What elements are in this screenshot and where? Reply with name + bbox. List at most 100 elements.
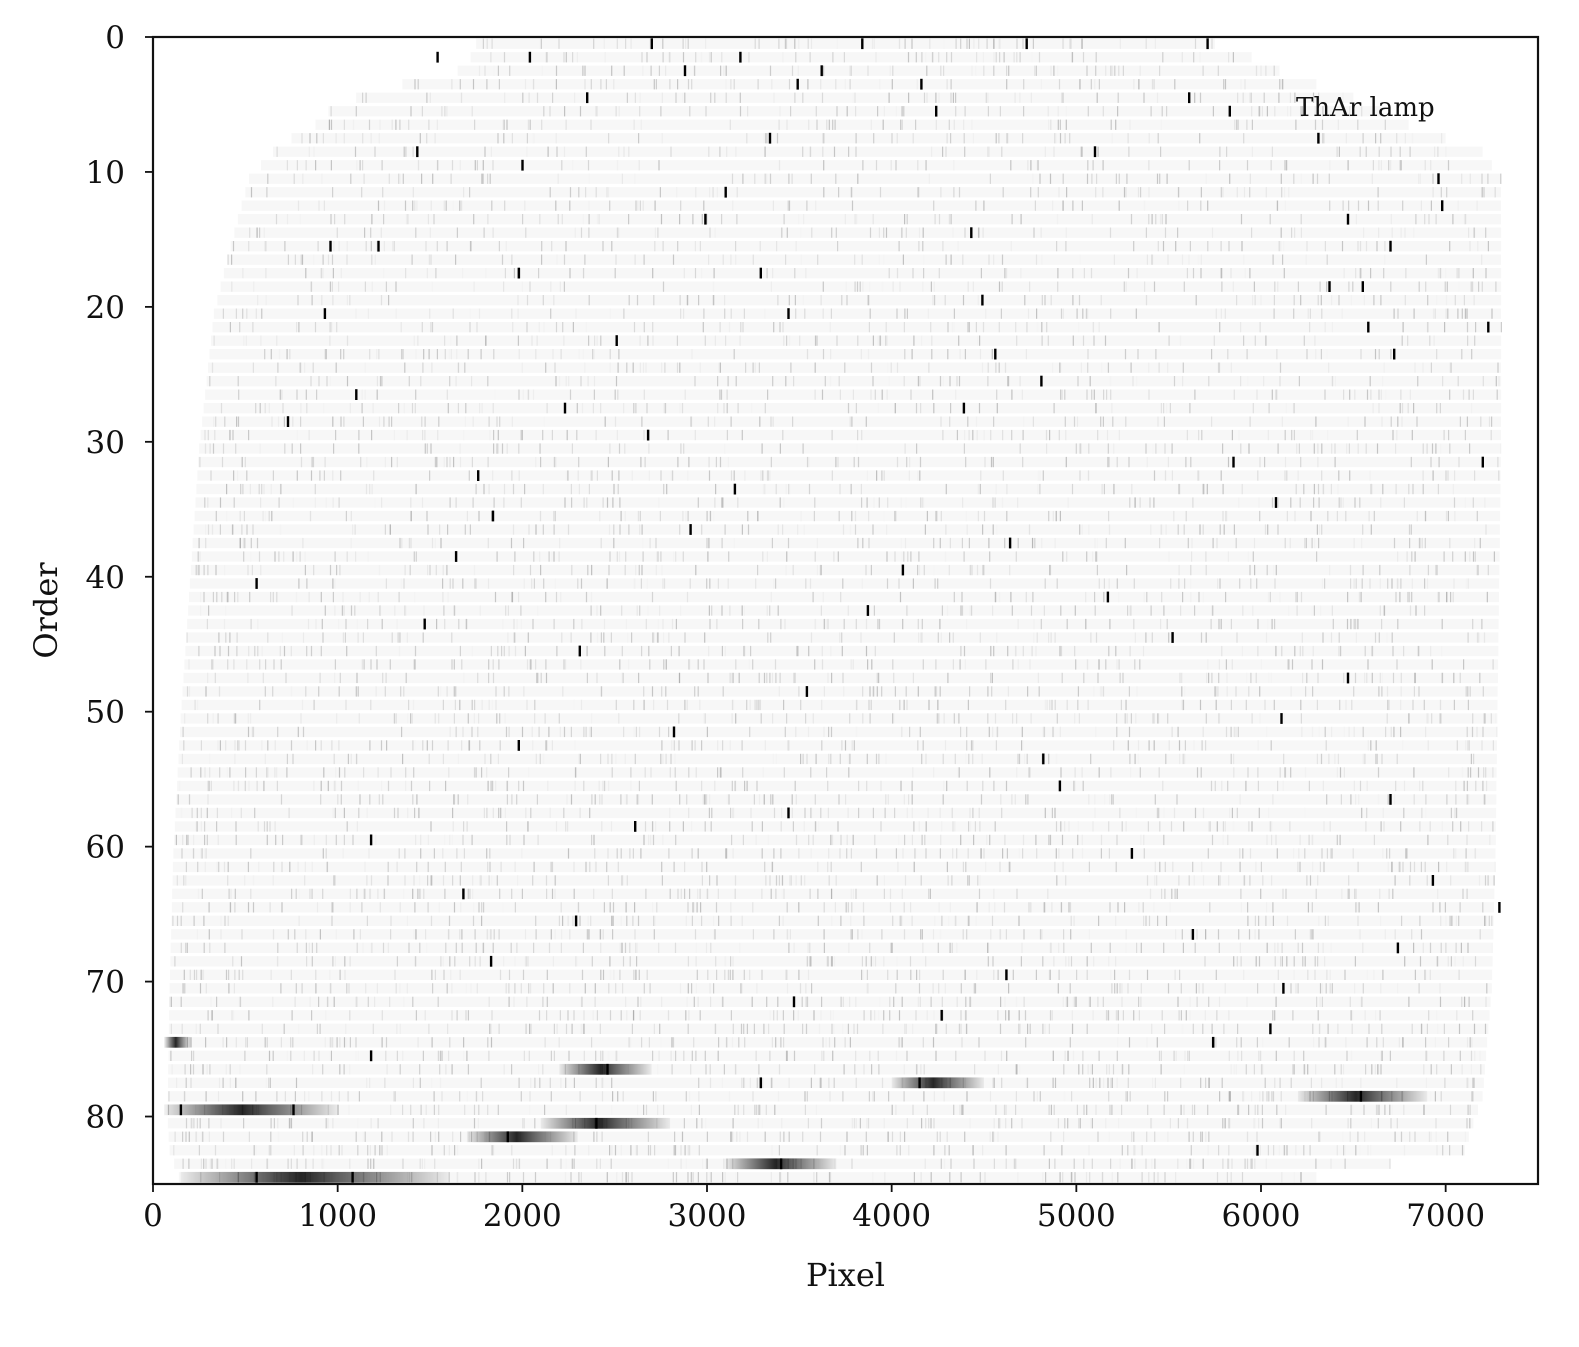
faint-line <box>1017 537 1019 549</box>
faint-line <box>576 403 578 414</box>
faint-line <box>512 322 514 333</box>
faint-line <box>306 578 308 589</box>
faint-line <box>904 38 906 49</box>
faint-line <box>1406 848 1408 859</box>
faint-line <box>1205 173 1207 184</box>
order-strip-59 <box>174 834 1496 846</box>
faint-line <box>1385 726 1387 738</box>
faint-line <box>1316 551 1318 562</box>
faint-line <box>828 726 830 738</box>
faint-line <box>203 564 205 576</box>
faint-line <box>962 861 964 873</box>
faint-line <box>680 308 682 319</box>
faint-line <box>1472 268 1474 279</box>
faint-line <box>585 187 587 198</box>
faint-line <box>511 308 513 319</box>
faint-line <box>807 726 810 738</box>
faint-line <box>355 106 357 117</box>
faint-line <box>619 659 621 670</box>
faint-line <box>1447 834 1449 846</box>
faint-line <box>339 564 341 576</box>
faint-line <box>788 335 791 346</box>
faint-line <box>1332 376 1334 387</box>
faint-line <box>1002 187 1004 198</box>
faint-line <box>1326 349 1328 360</box>
faint-line <box>982 322 985 333</box>
faint-line <box>491 699 493 711</box>
faint-line <box>1248 443 1250 454</box>
faint-line <box>720 767 722 778</box>
faint-line <box>849 65 851 76</box>
faint-line <box>501 443 504 454</box>
faint-line <box>851 416 853 427</box>
faint-line <box>1318 537 1320 549</box>
faint-line <box>259 699 261 711</box>
faint-line <box>487 578 490 589</box>
faint-line <box>615 254 617 265</box>
faint-line <box>921 834 923 846</box>
faint-line <box>969 807 971 819</box>
faint-line <box>497 645 499 657</box>
faint-line <box>602 780 604 792</box>
faint-line <box>1059 362 1061 373</box>
faint-line <box>1276 349 1278 360</box>
faint-line <box>717 767 719 778</box>
faint-line <box>1438 591 1440 603</box>
order-strip-10 <box>249 173 1501 184</box>
faint-line <box>309 133 311 144</box>
faint-line <box>1289 821 1291 832</box>
faint-line <box>1181 52 1183 63</box>
faint-line <box>584 65 586 76</box>
faint-line <box>420 376 422 387</box>
faint-line <box>1285 403 1287 414</box>
faint-line <box>1228 241 1230 252</box>
faint-line <box>250 618 252 630</box>
faint-line <box>1291 659 1294 670</box>
faint-line <box>316 133 318 144</box>
faint-line <box>1468 227 1470 238</box>
faint-line <box>939 537 941 549</box>
faint-line <box>1312 861 1314 873</box>
faint-line <box>300 443 302 454</box>
faint-line <box>494 591 497 603</box>
faint-line <box>1301 106 1303 117</box>
faint-line <box>400 578 403 589</box>
faint-line <box>920 403 922 414</box>
faint-line <box>1425 807 1427 819</box>
faint-line <box>244 740 247 751</box>
faint-line <box>850 659 852 670</box>
faint-line <box>1133 578 1135 589</box>
faint-line <box>754 173 756 184</box>
faint-line <box>979 349 982 360</box>
faint-line <box>1254 335 1256 346</box>
faint-line <box>553 524 555 535</box>
faint-line <box>1092 322 1095 333</box>
faint-line <box>1429 335 1431 346</box>
faint-line <box>860 861 862 873</box>
faint-line <box>371 254 373 265</box>
faint-line <box>468 740 471 751</box>
faint-line <box>1047 106 1049 117</box>
faint-line <box>604 416 606 427</box>
faint-line <box>977 483 979 495</box>
faint-line <box>1095 403 1097 414</box>
faint-line <box>1282 780 1284 792</box>
faint-line <box>1481 187 1483 198</box>
faint-line <box>1102 106 1104 117</box>
faint-line <box>953 591 955 603</box>
faint-line <box>235 713 237 724</box>
faint-line <box>569 200 571 211</box>
faint-line <box>839 848 841 859</box>
faint-line <box>1355 214 1357 225</box>
faint-line <box>955 38 957 49</box>
faint-line <box>1109 794 1111 805</box>
faint-line <box>711 807 713 819</box>
faint-line <box>859 281 861 292</box>
faint-line <box>642 537 644 549</box>
faint-line <box>564 497 566 508</box>
faint-line <box>933 564 935 576</box>
faint-line <box>1484 713 1486 724</box>
faint-line <box>788 483 790 495</box>
faint-line <box>827 780 829 792</box>
faint-line <box>1387 699 1389 711</box>
